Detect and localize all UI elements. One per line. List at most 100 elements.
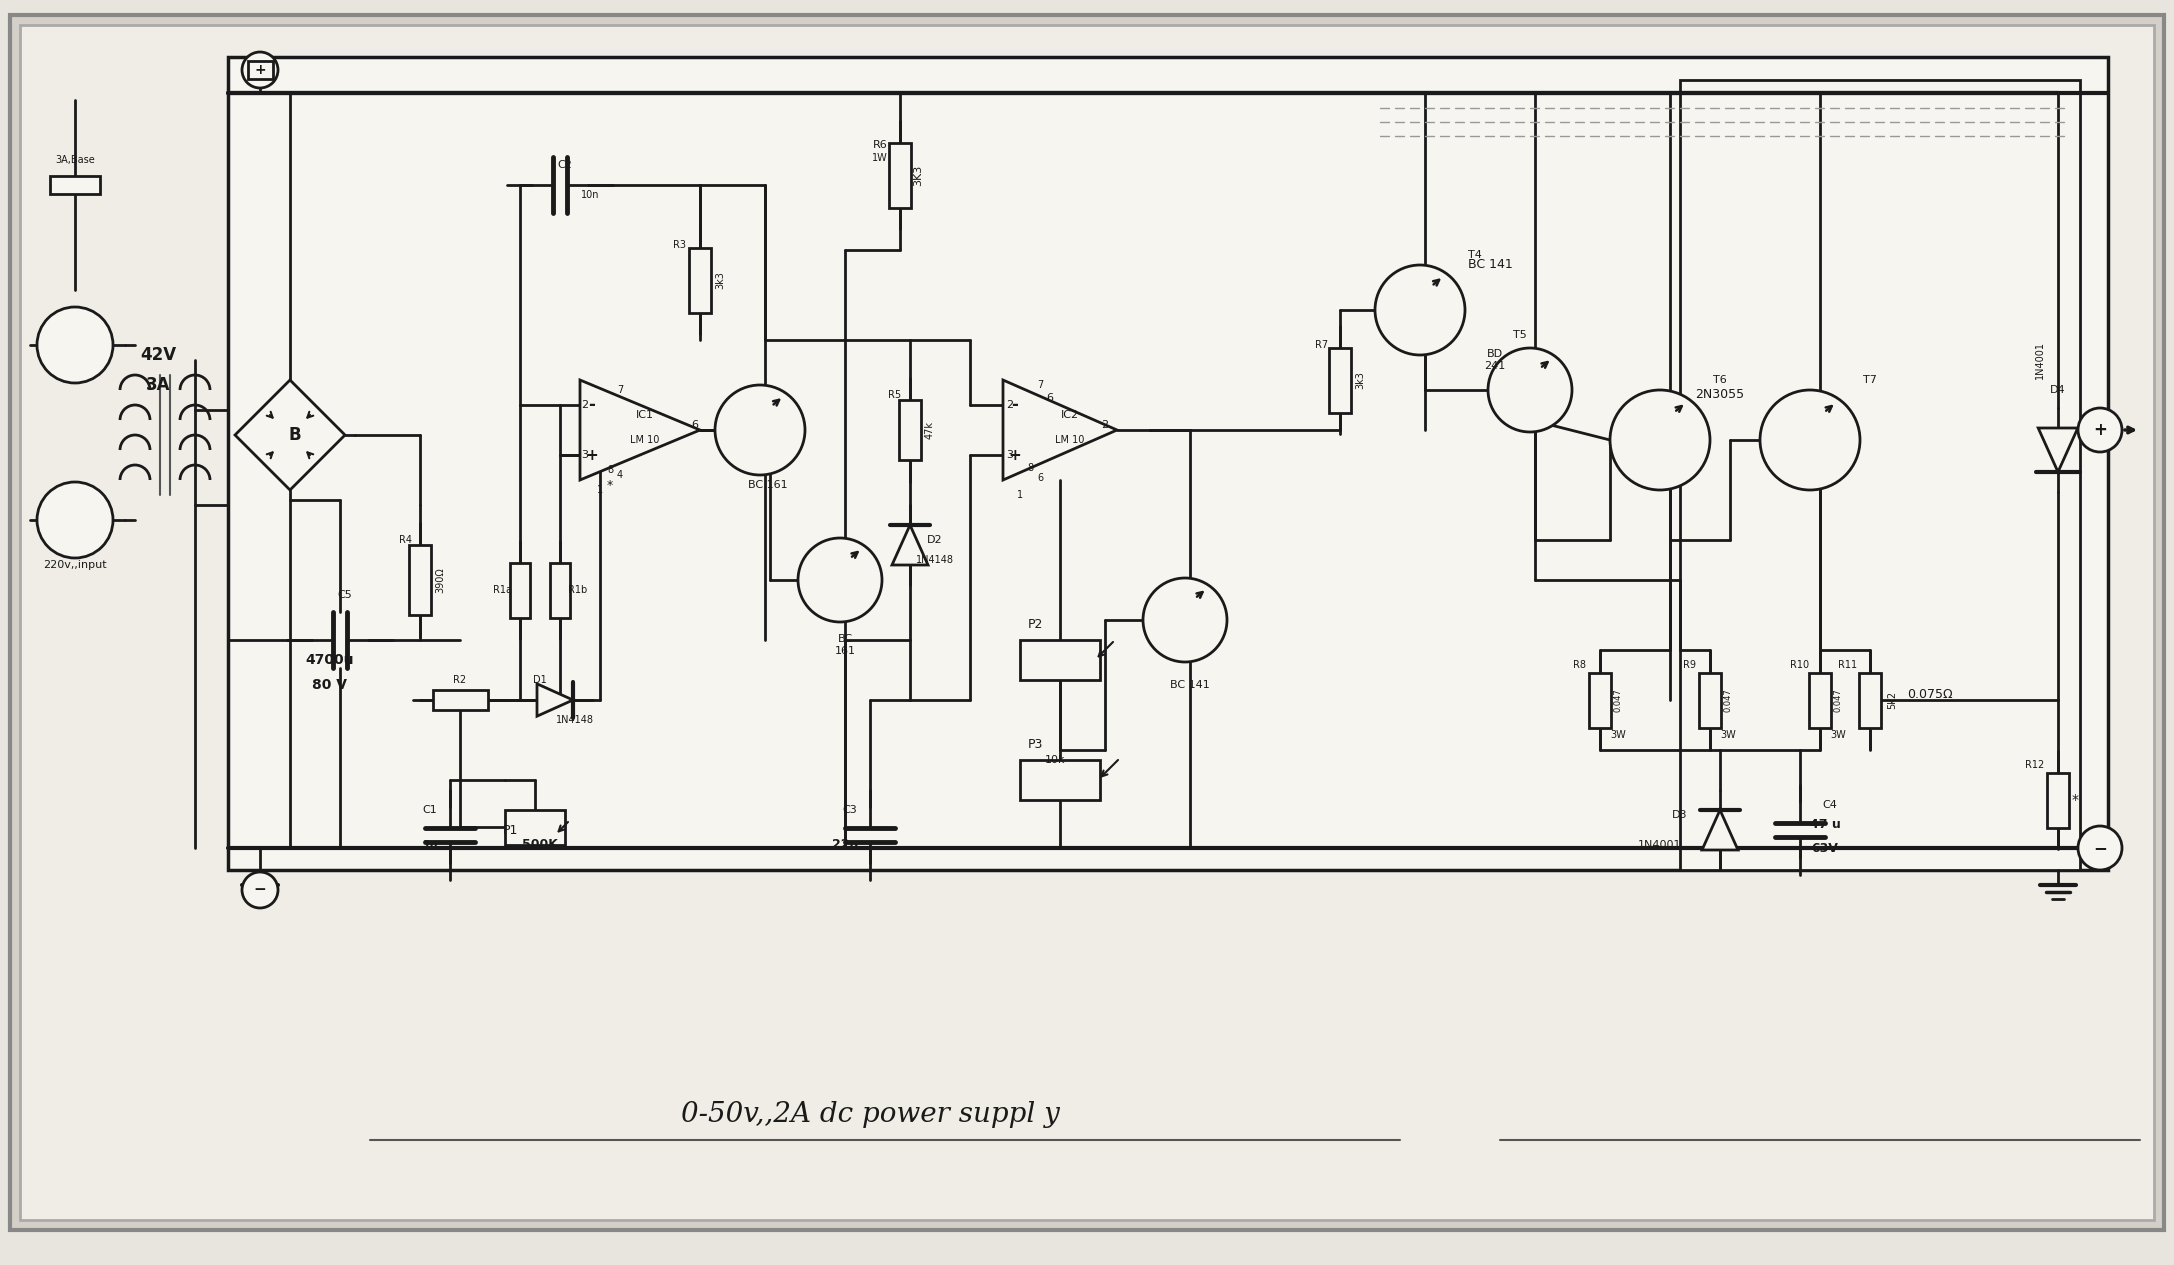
Text: 3k3: 3k3	[1354, 371, 1365, 388]
Bar	[1589, 673, 1611, 727]
Circle shape	[1487, 348, 1572, 433]
Text: P3: P3	[1028, 739, 1044, 751]
Circle shape	[241, 52, 278, 89]
Text: D2: D2	[926, 535, 944, 545]
Text: C3: C3	[844, 805, 857, 815]
Bar	[1700, 673, 1722, 727]
Text: 42V: 42V	[139, 347, 176, 364]
Text: T6: T6	[1713, 374, 1726, 385]
Polygon shape	[1002, 380, 1117, 479]
Text: R11: R11	[1839, 660, 1857, 670]
Bar	[1809, 673, 1831, 727]
Text: R4: R4	[398, 535, 411, 545]
Text: C1: C1	[422, 805, 437, 815]
Circle shape	[1374, 264, 1465, 355]
Text: R6: R6	[872, 140, 887, 151]
Text: BC
161: BC 161	[835, 634, 857, 655]
Text: 0-50v,,2A dc power suppl y: 0-50v,,2A dc power suppl y	[680, 1102, 1059, 1128]
Text: 3W: 3W	[1720, 730, 1735, 740]
Text: 0.047: 0.047	[1833, 688, 1844, 712]
Text: R8: R8	[1574, 660, 1587, 670]
Text: R1b: R1b	[567, 584, 587, 595]
Text: 80 V: 80 V	[313, 678, 348, 692]
Text: 3W: 3W	[1611, 730, 1626, 740]
Bar	[228, 57, 2109, 870]
Polygon shape	[537, 684, 574, 716]
Bar	[550, 563, 570, 619]
Text: R10: R10	[1791, 660, 1809, 670]
Text: +: +	[585, 448, 598, 463]
Text: 3: 3	[1007, 450, 1013, 460]
Text: 0.047: 0.047	[1724, 688, 1733, 712]
Circle shape	[1611, 390, 1711, 490]
Text: *: *	[607, 478, 613, 492]
Text: -: -	[1011, 396, 1017, 414]
Text: 3A: 3A	[146, 376, 170, 393]
Text: 1: 1	[1017, 490, 1024, 500]
Text: P1: P1	[502, 824, 517, 836]
Text: 47k: 47k	[924, 421, 935, 439]
Text: T7: T7	[1863, 374, 1876, 385]
Text: 3W: 3W	[1831, 730, 1846, 740]
Circle shape	[1144, 578, 1226, 662]
Circle shape	[2078, 409, 2122, 452]
Text: -: -	[589, 396, 596, 414]
Text: +: +	[254, 63, 265, 77]
Bar	[1681, 80, 2081, 870]
Text: B: B	[289, 426, 302, 444]
Text: BC 141: BC 141	[1467, 258, 1513, 272]
Text: 47 u: 47 u	[1809, 818, 1841, 831]
Polygon shape	[2039, 428, 2078, 472]
Text: 5k2: 5k2	[1887, 691, 1898, 710]
Circle shape	[798, 538, 883, 622]
Text: C2: C2	[557, 159, 572, 170]
Text: 2: 2	[1102, 420, 1109, 430]
Bar	[1328, 348, 1350, 412]
Bar	[248, 61, 274, 78]
Polygon shape	[235, 380, 346, 490]
Text: LM 10: LM 10	[1054, 435, 1085, 445]
Text: C4: C4	[1822, 799, 1837, 810]
Text: 3K3: 3K3	[913, 164, 924, 186]
Text: R5: R5	[889, 390, 902, 400]
Text: 6: 6	[1037, 473, 1044, 483]
Bar	[2048, 773, 2070, 829]
Circle shape	[37, 307, 113, 383]
Circle shape	[241, 872, 278, 908]
Polygon shape	[891, 525, 928, 565]
Text: D4: D4	[2050, 385, 2065, 395]
Bar	[433, 689, 487, 710]
Text: *: *	[2072, 793, 2078, 807]
Text: R12: R12	[2026, 760, 2044, 770]
Bar	[1859, 673, 1881, 727]
Text: 7: 7	[1037, 380, 1044, 390]
Text: 1N4148: 1N4148	[915, 555, 954, 565]
Text: BD
241: BD 241	[1485, 349, 1507, 371]
Bar	[50, 176, 100, 194]
Bar	[409, 545, 430, 615]
Text: IC2: IC2	[1061, 410, 1078, 420]
Text: −: −	[254, 883, 267, 897]
Text: LM 10: LM 10	[630, 435, 659, 445]
Text: 500K: 500K	[522, 839, 559, 851]
Text: C5: C5	[337, 589, 352, 600]
Text: R2: R2	[454, 676, 467, 686]
Text: 10n: 10n	[580, 190, 600, 200]
Text: 2: 2	[580, 400, 589, 410]
Text: 22n: 22n	[833, 839, 859, 851]
Text: 3A,Base: 3A,Base	[54, 156, 96, 164]
Text: 3k3: 3k3	[715, 271, 724, 288]
Text: 1W: 1W	[872, 153, 887, 163]
Text: 8: 8	[607, 466, 613, 474]
Circle shape	[1761, 390, 1861, 490]
Circle shape	[715, 385, 804, 474]
Bar	[1020, 760, 1100, 799]
Text: D3: D3	[1672, 810, 1687, 820]
Text: −: −	[2094, 839, 2107, 856]
Text: 4700u: 4700u	[307, 653, 354, 667]
Text: +: +	[2094, 421, 2107, 439]
Text: 4: 4	[617, 471, 624, 479]
Text: R1a: R1a	[493, 584, 511, 595]
Bar	[889, 143, 911, 207]
Text: 10k: 10k	[1046, 755, 1065, 765]
